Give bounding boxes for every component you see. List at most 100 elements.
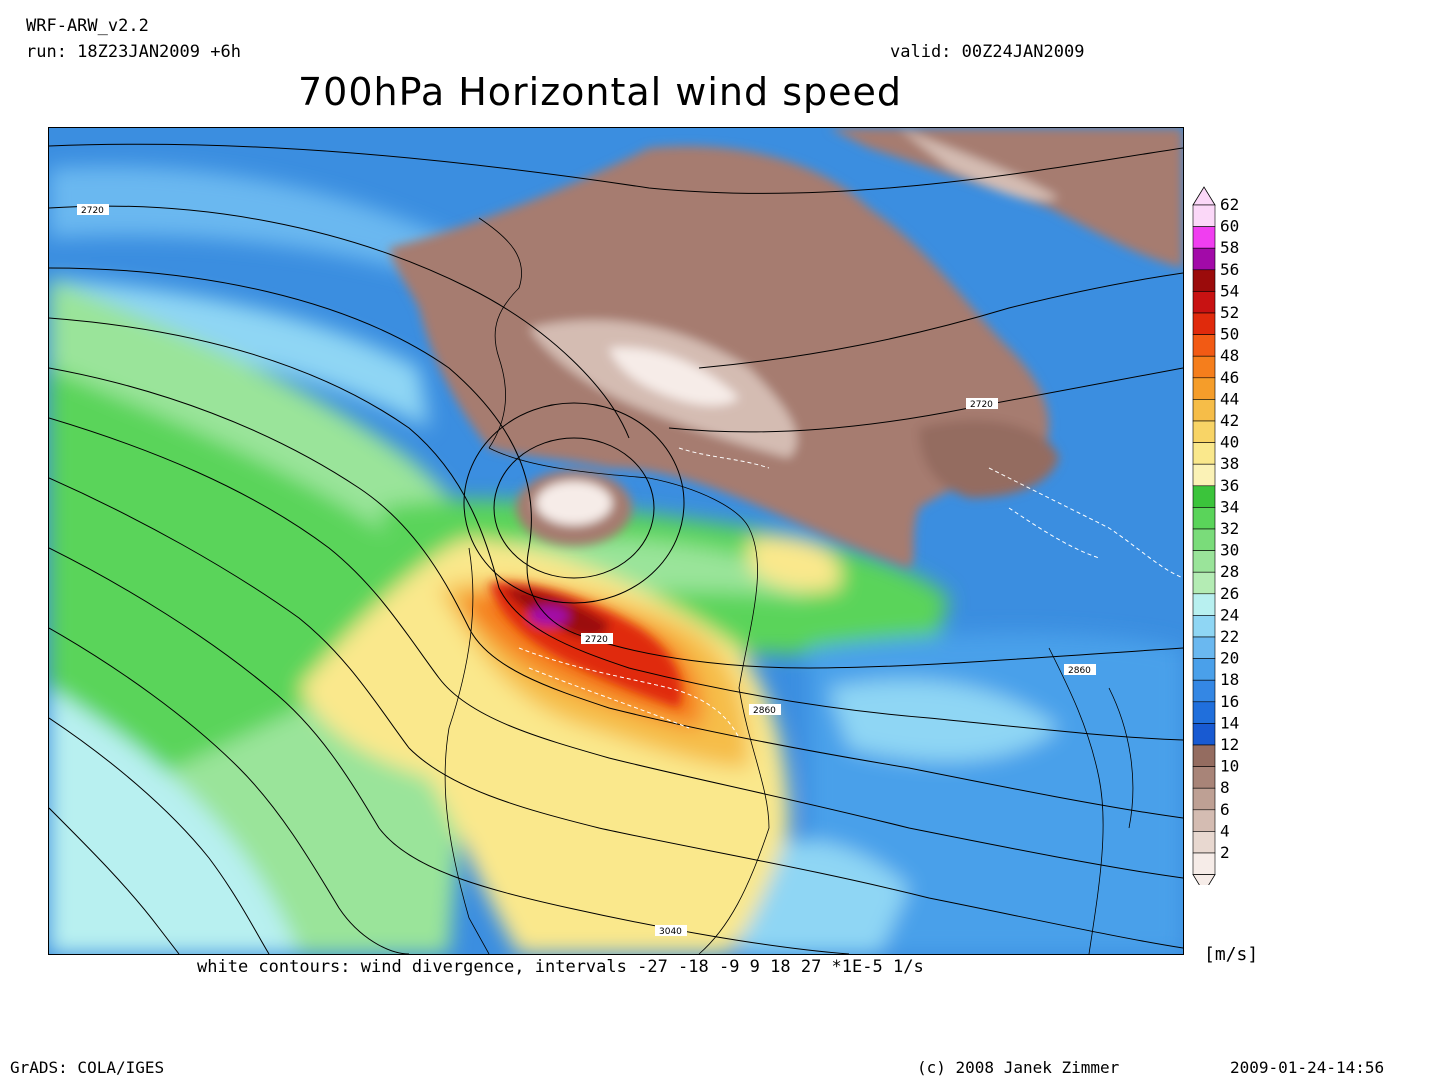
contour-line (49, 367, 1183, 819)
coastlines (444, 217, 1134, 954)
colorbar-tick-label: 34 (1220, 497, 1239, 516)
colorbar-tick-label: 62 (1220, 195, 1239, 214)
contour-label-box (966, 398, 998, 409)
contour-line (698, 272, 1183, 369)
colorbar-swatch (1192, 485, 1216, 508)
coastline-iberia-west (444, 547, 490, 954)
colorbar-swatch (1192, 355, 1216, 379)
contour-label: 2860 (1068, 666, 1091, 676)
land-white-france (609, 347, 739, 406)
colorbar-swatch (1192, 377, 1216, 400)
colorbar-tick-label: 8 (1220, 778, 1230, 797)
colorbar-swatch (1192, 528, 1216, 551)
colorbar-tick-label: 16 (1220, 692, 1239, 711)
colorbar-swatch (1192, 463, 1216, 487)
colorbar-units: [m/s] (1204, 944, 1259, 965)
colorbar-swatch (1192, 571, 1216, 595)
colorbar-swatch (1192, 852, 1216, 875)
colorbar-tick-label: 32 (1220, 519, 1239, 538)
wind-field-lightblue-med (829, 680, 1059, 762)
colorbar-tick-label: 28 (1220, 562, 1239, 581)
author-credit: (c) 2008 Janek Zimmer (917, 1058, 1120, 1077)
contour-label: 3040 (659, 927, 682, 937)
colorbar-swatch (1192, 312, 1216, 335)
contour-line (49, 143, 1183, 194)
colorbar-tick-label: 10 (1220, 757, 1239, 776)
colorbar-swatch (1192, 247, 1216, 271)
colorbar-swatch (1192, 744, 1216, 767)
wind-field-lightblue-south (739, 840, 909, 954)
land-brown-alps (919, 419, 1059, 498)
valid-time: valid: 00Z24JAN2009 (890, 42, 1085, 62)
divergence-contour (528, 667, 690, 729)
colorbar-swatch (1192, 269, 1216, 292)
divergence-contour (1008, 507, 1100, 559)
colorbar-swatch (1192, 334, 1216, 357)
divergence-contour (678, 447, 770, 469)
colorbar-swatch (1192, 787, 1216, 811)
colorbar-swatch (1192, 615, 1216, 638)
colorbar-tick-label: 18 (1220, 670, 1239, 689)
contour-line (668, 367, 1183, 433)
colorbar-swatch (1192, 701, 1216, 724)
land-brown-north (829, 128, 1183, 268)
divergence-contour (988, 467, 1183, 579)
contour-label-box (77, 204, 109, 215)
colorbar-swatch (1192, 550, 1216, 573)
colorbar-tick-label: 22 (1220, 627, 1239, 646)
colorbar-swatch (1192, 809, 1216, 832)
wind-field-green-core (49, 368, 437, 828)
coastline-sardinia (1108, 687, 1134, 829)
colorbar-swatch (1192, 658, 1216, 681)
contour-label: 2860 (753, 706, 776, 716)
colorbar-tick-label: 2 (1220, 843, 1230, 862)
contour-label: 2720 (81, 206, 104, 216)
wind-speed-map: 2720 2720 2720 2860 2860 3040 (48, 127, 1184, 955)
colorbar-swatch (1192, 399, 1216, 422)
colorbar-swatch (1192, 593, 1216, 616)
contour-line (49, 477, 1183, 949)
contour-line (49, 627, 410, 954)
colorbar-bottom-arrow (1192, 874, 1216, 894)
colorbar-swatch (1192, 831, 1216, 854)
colorbar-swatch (1192, 507, 1216, 530)
contour-label-box (749, 704, 781, 715)
colorbar-swatch (1192, 420, 1216, 443)
contour-low-ring (493, 437, 655, 579)
contour-label-box (581, 633, 613, 644)
contour-label: 2720 (585, 635, 608, 645)
wind-field-yellow-ne (749, 535, 841, 592)
divergence-contour (518, 647, 740, 739)
colorbar-tick-label: 4 (1220, 821, 1230, 840)
colorbar-swatch (1192, 291, 1216, 314)
colorbar-swatch (1192, 226, 1216, 249)
model-version: WRF-ARW_v2.2 (26, 16, 149, 36)
wind-field-cyan-sw (49, 688, 299, 954)
colorbar-tick-label: 12 (1220, 735, 1239, 754)
wind-band-lightblue (49, 278, 429, 428)
colorbar-tick-label: 38 (1220, 454, 1239, 473)
colorbar-tick-label: 6 (1220, 800, 1230, 819)
render-timestamp: 2009-01-24-14:56 (1230, 1058, 1385, 1077)
colorbar-swatch (1192, 636, 1216, 659)
colorbar-tick-label: 56 (1220, 260, 1239, 279)
colorbar-tick-label: 30 (1220, 541, 1239, 560)
contour-label: 2720 (970, 400, 993, 410)
jet-max-purple (529, 606, 569, 626)
colorbar-tick-label: 40 (1220, 433, 1239, 452)
contour-label-box (1064, 664, 1096, 675)
colorbar-tick-label: 54 (1220, 281, 1239, 300)
colorbar-tick-label: 50 (1220, 325, 1239, 344)
colorbar-tick-label: 24 (1220, 605, 1239, 624)
contour-line (49, 807, 180, 954)
contour-line (49, 267, 1183, 669)
software-credit: GrADS: COLA/IGES (10, 1058, 165, 1077)
colorbar-top-arrow (1192, 186, 1216, 206)
map-caption: white contours: wind divergence, interva… (197, 957, 924, 977)
colorbar-tick-label: 14 (1220, 713, 1239, 732)
colorbar-tick-label: 26 (1220, 584, 1239, 603)
contour-line (49, 317, 1183, 741)
colorbar: 62 60 58 56 54 52 50 48 46 44 42 40 38 36 34 32 30 28 26 24… (1190, 185, 1260, 894)
land-lightbrown-north (899, 128, 1059, 201)
coastline-france-west (478, 217, 522, 449)
